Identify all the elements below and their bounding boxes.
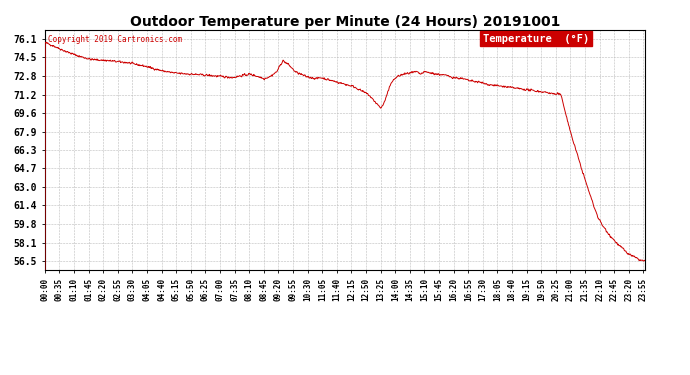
Text: Temperature  (°F): Temperature (°F) [483, 34, 589, 44]
Text: Copyright 2019 Cartronics.com: Copyright 2019 Cartronics.com [48, 35, 182, 44]
Title: Outdoor Temperature per Minute (24 Hours) 20191001: Outdoor Temperature per Minute (24 Hours… [130, 15, 560, 29]
